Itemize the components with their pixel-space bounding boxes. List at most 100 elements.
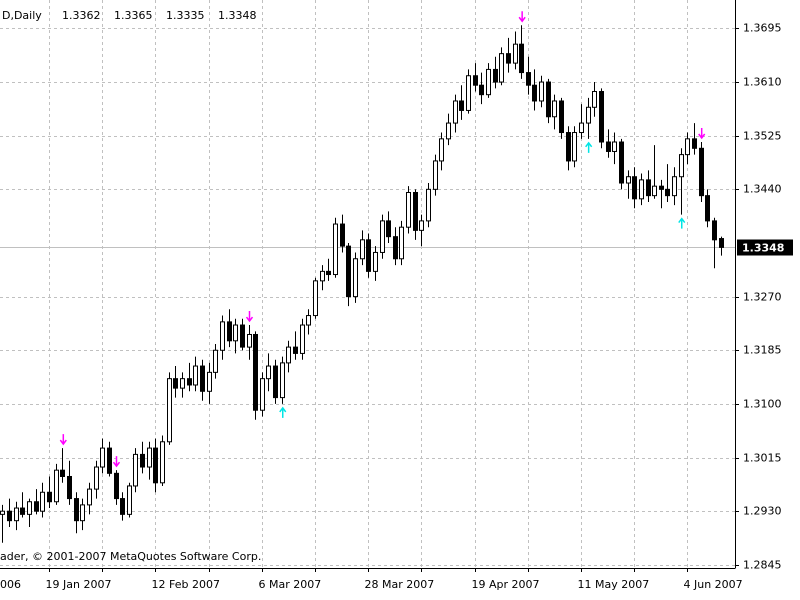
candle-body [532, 84, 537, 102]
candle-body [592, 91, 597, 108]
candle-body [54, 469, 59, 503]
candle-body [313, 280, 318, 317]
candle-body [606, 141, 611, 152]
candle-body [20, 507, 25, 515]
candle-body [360, 239, 365, 260]
ohlc-high: 1.3365 [114, 9, 153, 22]
x-tick-label: 6 Mar 2007 [259, 578, 322, 591]
price-label-box [737, 239, 793, 256]
candle-body [473, 75, 478, 86]
candle-body [692, 138, 697, 149]
candle-body [167, 378, 172, 443]
candle-body [393, 236, 398, 260]
candle-body [586, 106, 591, 124]
candle-body [247, 333, 252, 348]
candle-body [479, 84, 484, 96]
candle-body [240, 324, 245, 348]
candle-body [60, 469, 65, 477]
candle-body [453, 100, 458, 124]
candle-body [173, 378, 178, 389]
y-tick-label: 1.3015 [743, 452, 782, 465]
candle-body [559, 100, 564, 134]
candle-body [153, 447, 158, 484]
candle-body [320, 270, 325, 282]
candle-body [526, 72, 531, 86]
candle-body [719, 238, 724, 248]
y-tick-label: 1.3185 [743, 344, 782, 357]
candle-body [200, 365, 205, 392]
fractal-up-arrow [678, 217, 686, 229]
x-tick-label: 12 Feb 2007 [152, 578, 220, 591]
candle-body [293, 346, 298, 354]
candle-body [552, 100, 557, 118]
candle-body [193, 365, 198, 386]
candle-body [446, 122, 451, 140]
y-tick-label: 1.2930 [743, 505, 782, 518]
x-tick-label: 19 Apr 2007 [472, 578, 540, 591]
candle-body [160, 441, 165, 484]
candle-body [665, 188, 670, 197]
candle-body [639, 179, 644, 200]
candle-body [433, 160, 438, 190]
x-tick-label: 006 [0, 578, 21, 591]
candle-body [599, 91, 604, 143]
candle-body [266, 365, 271, 380]
candle-body [233, 324, 238, 342]
candles [0, 11, 724, 543]
candle-body [100, 447, 105, 468]
candle-body [493, 68, 498, 83]
y-tick-label: 1.3525 [743, 130, 782, 143]
candle-body [180, 378, 185, 389]
candle-body [220, 321, 225, 351]
fractal-down-arrow [245, 311, 254, 323]
candle-body [14, 507, 19, 522]
symbol-title: D,Daily [2, 9, 42, 22]
candle-body [705, 195, 710, 222]
fractal-up-arrow [585, 141, 593, 153]
fractal-down-arrow [112, 456, 121, 468]
fractal-down-arrow [518, 11, 526, 23]
candle-body [273, 365, 278, 399]
candle-body [486, 68, 491, 96]
price-label: 1.3348 [742, 242, 784, 255]
candle-body [187, 378, 192, 386]
candle-body [280, 362, 285, 399]
candle-body [646, 179, 651, 197]
y-tick-label: 1.3610 [743, 76, 782, 89]
candle-body [459, 100, 464, 111]
candle-body [466, 75, 471, 111]
candle-body [87, 488, 92, 506]
candle-body [80, 504, 85, 522]
candle-body [140, 453, 145, 468]
candle-body [207, 371, 212, 392]
candle-body [519, 43, 524, 74]
candle-body [114, 472, 119, 500]
x-tick-label: 28 Mar 2007 [365, 578, 435, 591]
fractal-down-arrow [59, 434, 67, 446]
candle-body [67, 475, 72, 500]
candle-body [566, 132, 571, 162]
candle-body [306, 315, 311, 326]
candle-body [47, 491, 52, 503]
y-tick-label: 1.3100 [743, 398, 782, 411]
candle-body [94, 466, 99, 490]
candle-body [260, 378, 265, 411]
candle-body [353, 258, 358, 298]
y-tick-label: 1.3695 [743, 22, 782, 35]
candle-body [107, 447, 112, 474]
candle-body [7, 510, 12, 522]
candle-body [572, 132, 577, 162]
candle-body [366, 239, 371, 272]
candle-body [340, 223, 345, 247]
candle-body [672, 176, 677, 197]
candle-body [579, 122, 584, 134]
candle-body [413, 191, 418, 231]
candle-body [213, 349, 218, 373]
candle-body [27, 501, 32, 515]
candle-body [286, 346, 291, 364]
y-tick-label: 1.3440 [743, 183, 782, 196]
x-tick-label: 11 May 2007 [578, 578, 650, 591]
candle-body [419, 220, 424, 231]
candle-body [74, 498, 79, 522]
